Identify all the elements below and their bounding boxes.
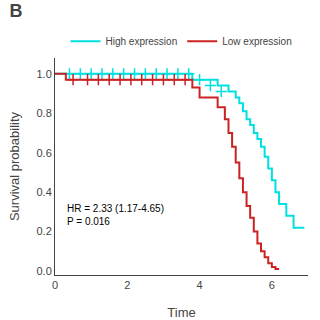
svg-text:4: 4 (197, 279, 203, 291)
svg-text:1.0: 1.0 (37, 68, 52, 80)
svg-text:0.0: 0.0 (37, 265, 52, 277)
svg-text:Survival probability: Survival probability (7, 111, 22, 221)
svg-text:0.6: 0.6 (37, 147, 52, 159)
svg-text:Low expression: Low expression (222, 36, 291, 47)
svg-text:6: 6 (269, 279, 275, 291)
svg-text:0.4: 0.4 (37, 186, 52, 198)
svg-text:2: 2 (124, 279, 130, 291)
svg-text:0: 0 (52, 279, 58, 291)
svg-text:High expression: High expression (106, 36, 178, 47)
svg-text:B: B (10, 1, 23, 21)
svg-text:HR = 2.33 (1.17-4.65)P = 0.016: HR = 2.33 (1.17-4.65)P = 0.016 (67, 203, 164, 227)
svg-text:Time: Time (167, 305, 195, 320)
svg-text:0.2: 0.2 (37, 225, 52, 237)
svg-text:0.8: 0.8 (37, 107, 52, 119)
